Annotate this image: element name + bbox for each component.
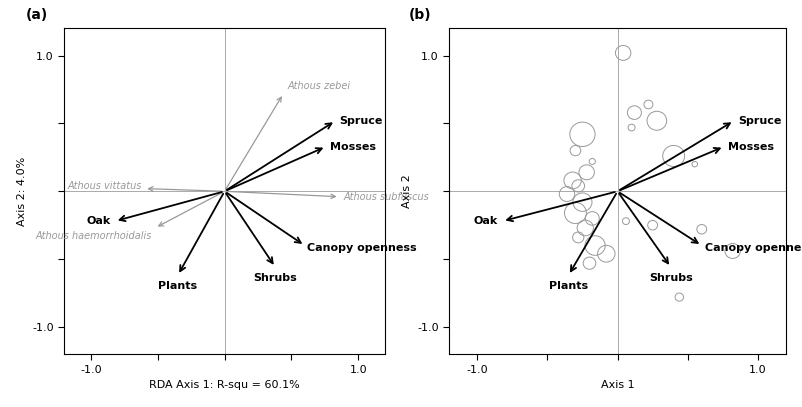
- Text: Athous zebei: Athous zebei: [287, 81, 350, 91]
- Y-axis label: Axis 2: Axis 2: [402, 175, 411, 208]
- Text: Oak: Oak: [87, 216, 111, 226]
- Text: (b): (b): [409, 8, 431, 22]
- Text: Canopy openness: Canopy openness: [704, 243, 802, 253]
- Text: Spruce: Spruce: [339, 116, 383, 126]
- Text: Athous vittatus: Athous vittatus: [67, 181, 142, 191]
- Text: Mosses: Mosses: [330, 142, 376, 151]
- Text: Mosses: Mosses: [728, 142, 775, 151]
- Y-axis label: Axis 2: 4.0%: Axis 2: 4.0%: [17, 157, 26, 226]
- Text: Plants: Plants: [549, 281, 588, 291]
- Text: Plants: Plants: [158, 281, 197, 291]
- Text: Oak: Oak: [474, 216, 498, 226]
- Text: Shrubs: Shrubs: [649, 273, 693, 283]
- Text: Shrubs: Shrubs: [253, 273, 298, 283]
- Text: Spruce: Spruce: [739, 116, 782, 126]
- Text: (a): (a): [26, 8, 48, 22]
- Text: Athous haemorrhoidalis: Athous haemorrhoidalis: [36, 231, 152, 241]
- Text: Athous subfuscus: Athous subfuscus: [343, 192, 429, 202]
- X-axis label: Axis 1: Axis 1: [601, 380, 634, 390]
- Text: Canopy openness: Canopy openness: [307, 243, 417, 253]
- X-axis label: RDA Axis 1: R-squ = 60.1%: RDA Axis 1: R-squ = 60.1%: [149, 380, 300, 390]
